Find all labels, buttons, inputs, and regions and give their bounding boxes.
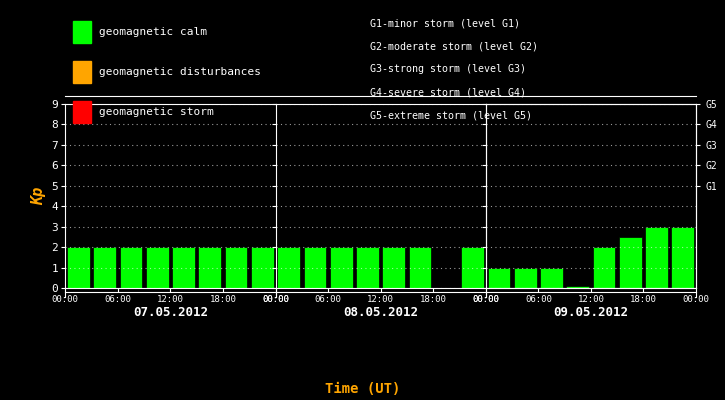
Bar xyxy=(330,247,352,288)
Bar xyxy=(724,227,725,288)
Bar xyxy=(487,268,510,288)
Text: Time (UT): Time (UT) xyxy=(325,382,400,396)
Text: G4-severe storm (level G4): G4-severe storm (level G4) xyxy=(370,88,526,98)
Bar xyxy=(619,237,642,288)
Bar xyxy=(645,227,668,288)
Bar xyxy=(304,247,326,288)
Bar xyxy=(382,247,405,288)
Bar xyxy=(225,247,247,288)
Bar xyxy=(356,247,379,288)
Bar xyxy=(172,247,195,288)
Bar xyxy=(67,247,90,288)
Bar xyxy=(592,247,616,288)
Text: geomagnetic calm: geomagnetic calm xyxy=(99,27,207,37)
Text: G2-moderate storm (level G2): G2-moderate storm (level G2) xyxy=(370,41,538,51)
Bar xyxy=(94,247,116,288)
Text: 08.05.2012: 08.05.2012 xyxy=(343,306,418,319)
Bar xyxy=(671,227,695,288)
Text: geomagnetic storm: geomagnetic storm xyxy=(99,107,214,117)
Text: G3-strong storm (level G3): G3-strong storm (level G3) xyxy=(370,64,526,74)
Text: 07.05.2012: 07.05.2012 xyxy=(133,306,208,319)
Bar xyxy=(146,247,169,288)
Bar xyxy=(251,247,274,288)
Text: G5-extreme storm (level G5): G5-extreme storm (level G5) xyxy=(370,111,531,121)
Text: G1-minor storm (level G1): G1-minor storm (level G1) xyxy=(370,18,520,28)
Y-axis label: Kp: Kp xyxy=(31,187,46,205)
Bar xyxy=(120,247,142,288)
Bar xyxy=(514,268,536,288)
Bar xyxy=(540,268,563,288)
Bar xyxy=(566,286,589,288)
Bar xyxy=(409,247,431,288)
Bar xyxy=(697,227,721,288)
Bar xyxy=(277,247,300,288)
Text: geomagnetic disturbances: geomagnetic disturbances xyxy=(99,67,261,77)
Bar xyxy=(199,247,221,288)
Bar xyxy=(461,247,484,288)
Text: 09.05.2012: 09.05.2012 xyxy=(553,306,629,319)
